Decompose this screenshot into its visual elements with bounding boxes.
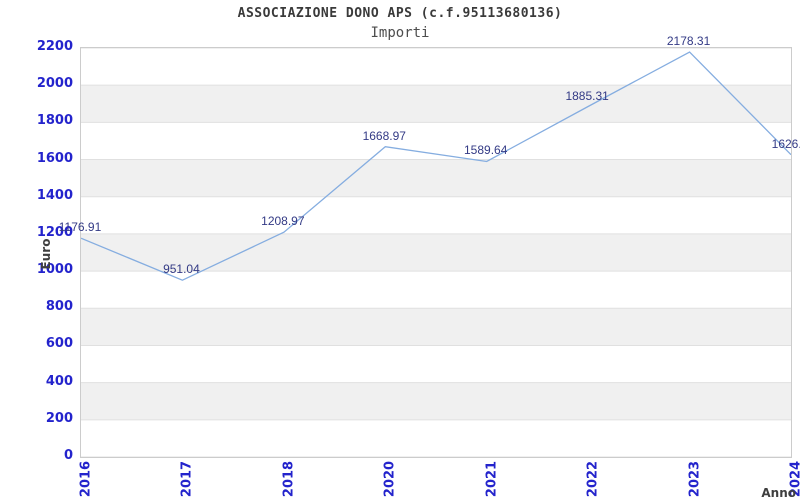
y-tick-label: 1600 [36,150,73,166]
x-tick-label: 2021 [484,460,500,498]
y-tick-label: 1800 [36,113,73,129]
background-band [81,308,791,346]
y-tick-label: 2200 [36,39,73,54]
y-tick-label: 800 [45,299,73,315]
x-tick-label: 2023 [687,460,703,498]
background-band [81,271,791,309]
x-tick-label: 2016 [78,460,94,498]
chart-subtitle: Importi [370,25,430,41]
data-point-label: 1589.64 [464,143,508,158]
x-axis-title: Anno [761,486,796,500]
y-tick-label: 400 [45,373,73,389]
y-axis-title: Euro [39,238,53,270]
data-point-label: 1176.91 [58,220,102,235]
x-tick-label: 2017 [179,460,195,498]
x-tick-label: 2018 [281,460,297,498]
plot-area [80,47,792,458]
y-tick-label: 1200 [36,224,73,240]
background-band [81,85,791,123]
data-point-label: 951.04 [163,262,200,277]
chart-title: ASSOCIAZIONE DONO APS (c.f.95113680136) [237,6,563,21]
background-band [81,196,791,235]
background-band [81,382,791,421]
x-tick-label: 2022 [585,460,601,498]
line-series [81,51,791,281]
background-band [81,48,791,86]
background-band [81,233,791,272]
y-tick-label: 200 [45,410,73,426]
y-tick-label: 2000 [36,76,73,92]
line-series-canvas [81,48,791,457]
data-point-label: 1208.97 [261,214,305,229]
background-band [81,419,791,457]
data-point-label: 2178.31 [666,34,711,49]
background-band [81,159,791,198]
data-point-label: 1626.3 [771,136,800,151]
y-tick-label: 0 [63,448,73,463]
background-band [81,345,791,384]
data-point-label: 1668.97 [362,128,406,143]
y-tick-label: 1400 [36,187,73,203]
data-point-label: 1885.31 [565,88,609,103]
y-tick-label: 1000 [36,262,73,278]
y-tick-label: 600 [45,336,73,352]
x-tick-label: 2020 [382,460,398,498]
